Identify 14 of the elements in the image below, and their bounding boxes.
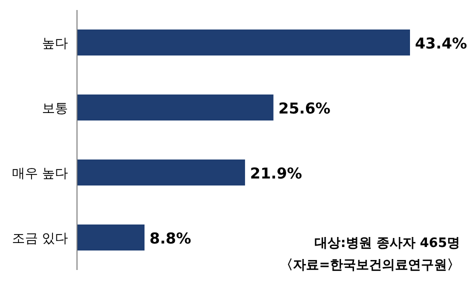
bar [77,94,274,120]
y-tick-label: 높다 [42,36,68,52]
bar [77,224,145,250]
y-tick-label: 보통 [42,102,68,116]
y-tick-label: 매우 높다 [12,166,68,182]
y-tick-label: 조금 있다 [12,232,68,246]
data-label: 25.6% [278,100,330,118]
data-label: 21.9% [250,164,302,182]
bar [77,160,246,186]
annotation: 대상:병원 종사자 465명 [314,236,460,251]
bar [77,30,410,56]
data-label: 8.8% [150,230,192,248]
annotation: 〈자료=한국보건의료연구원〉 [280,258,460,273]
data-label: 43.4% [415,34,468,52]
